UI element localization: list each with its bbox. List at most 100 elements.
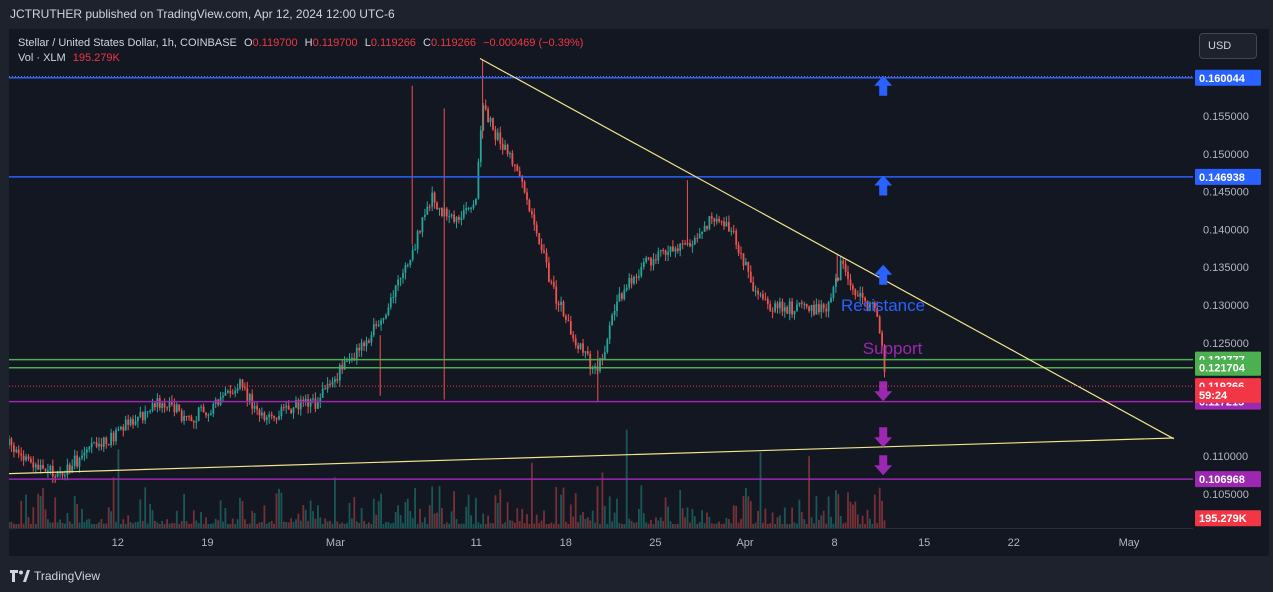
volume-bar [496,503,499,528]
volume-bar [134,522,137,528]
volume-bar [723,523,725,528]
volume-bar [521,509,524,528]
volume-bar [207,524,210,528]
candle-body [156,398,159,408]
candle-body [312,398,314,400]
legend-symbol[interactable]: Stellar / United States Dollar, 1h, COIN… [18,37,237,49]
candle-body [839,260,842,281]
volume-bar [757,510,759,528]
volume-bar [479,523,482,528]
volume-bar [265,524,268,528]
volume-bar [34,524,37,528]
volume-bar [710,523,713,528]
volume-bar [873,494,876,528]
volume-bar [173,523,176,528]
volume-bar [720,523,723,528]
volume-bar [83,522,86,528]
volume-bar [732,505,735,528]
volume-bar [572,516,575,528]
candle-body [856,295,859,297]
volume-bar [740,518,742,528]
volume-bar [662,521,665,528]
candle-body [462,210,465,218]
candle-body [358,347,361,351]
volume-bar [747,496,750,528]
candle-body [655,259,657,261]
volume-bar [516,508,519,528]
volume-bar [227,524,229,528]
volume-bar [842,523,845,528]
volume-bar [110,511,112,528]
candle-body [825,308,828,312]
candle-body [798,302,801,305]
chart-area[interactable]: ResistanceSupport0.1650000.1550000.15000… [9,29,1269,556]
volume-bar [346,523,348,528]
volume-bar [358,523,361,528]
candle-body [246,388,249,401]
volume-bar [628,518,631,528]
candle-body [270,414,273,416]
volume-bar [256,524,258,528]
volume-bar [282,521,285,528]
candle-body [202,406,205,413]
volume-bar [450,511,453,528]
volume-bar [764,508,767,528]
volume-bar [214,518,217,528]
candle-body [645,257,648,263]
volume-bar [793,522,796,528]
volume-bar [217,520,220,528]
resistance-upper-tag-bg [1195,69,1261,86]
candle-body [59,472,61,474]
volume-bar [621,524,623,528]
volume-bar [844,522,847,528]
volume-bar [37,493,40,528]
candle-body [827,302,830,312]
candle-body [859,293,862,297]
candle-body [355,347,358,360]
volume-bar [674,524,677,528]
candle-body [509,153,511,155]
support-green-lower-tag: 0.121704 [1199,363,1246,375]
volume-bar [304,509,307,528]
candle-body [621,293,623,299]
volume-bars [9,429,886,528]
candle-body [280,407,283,416]
volume-bar [88,518,91,528]
candle-body [757,290,759,295]
candle-body [397,279,399,286]
volume-bar [655,517,657,528]
candle-body [567,319,570,321]
candle-body [552,282,555,287]
price-chart[interactable]: ResistanceSupport0.1650000.1550000.15000… [9,29,1269,556]
volume-bar [783,507,786,528]
tradingview-logo[interactable]: TradingView [10,569,100,583]
candle-body [586,351,589,354]
volume-bar [158,524,161,528]
volume-bar [472,524,475,528]
candle-body [438,207,441,210]
volume-bar [17,523,20,528]
candle-body [360,342,363,351]
volume-bar [236,519,239,528]
volume-bar [470,515,472,528]
candle-body [830,297,832,303]
volume-bar [822,510,825,528]
candle-body [533,214,536,225]
volume-bar [672,524,674,528]
volume-bar [20,500,23,528]
volume-bar [414,487,416,528]
currency-button[interactable]: USD [1199,33,1257,59]
candle-body [601,358,604,360]
volume-bar [210,523,212,528]
volume-bar [866,509,869,528]
candle-body [261,412,263,416]
candle-body [630,278,633,284]
candle-body [506,144,509,154]
volume-bar [735,505,738,528]
volume-bar [389,523,392,528]
volume-bar [754,522,757,528]
candle-body [871,302,874,304]
candle-body [492,118,494,130]
legend-volume-label[interactable]: Vol · XLM [18,52,66,64]
volume-bar [241,501,244,528]
